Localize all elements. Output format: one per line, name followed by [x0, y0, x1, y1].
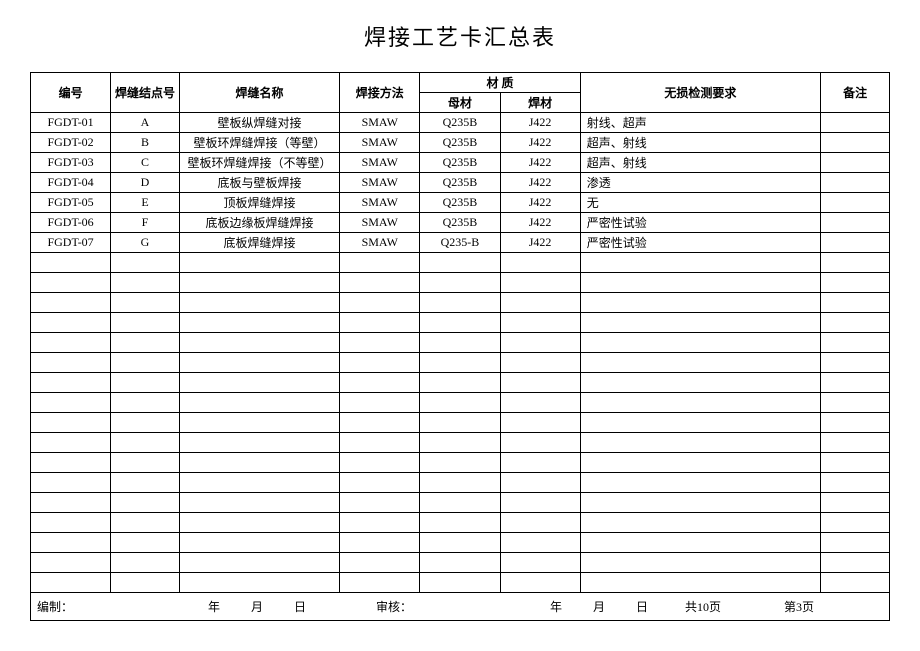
cell-base: Q235B [420, 113, 500, 133]
cell-method: SMAW [340, 153, 420, 173]
table-row [31, 433, 890, 453]
table-row [31, 353, 890, 373]
header-test: 无损检测要求 [580, 73, 821, 113]
table-row [31, 533, 890, 553]
table-row: FGDT-06 F 底板边缘板焊缝焊接 SMAW Q235B J422 严密性试… [31, 213, 890, 233]
cell-name: 壁板环焊缝焊接（不等壁） [179, 153, 339, 173]
cell-id: FGDT-01 [31, 113, 111, 133]
cell-name: 壁板纵焊缝对接 [179, 113, 339, 133]
cell-weld: J422 [500, 113, 580, 133]
table-row [31, 253, 890, 273]
header-material: 材 质 [420, 73, 580, 93]
cell-test: 无 [580, 193, 821, 213]
cell-name: 底板边缘板焊缝焊接 [179, 213, 339, 233]
summary-table: 编号 焊缝结点号 焊缝名称 焊接方法 材 质 无损检测要求 备注 母材 焊材 F… [30, 72, 890, 621]
cell-note [821, 213, 890, 233]
table-row: FGDT-01 A 壁板纵焊缝对接 SMAW Q235B J422 射线、超声 [31, 113, 890, 133]
header-weld: 焊材 [500, 93, 580, 113]
cell-base: Q235B [420, 153, 500, 173]
cell-id: FGDT-05 [31, 193, 111, 213]
cell-id: FGDT-07 [31, 233, 111, 253]
header-id: 编号 [31, 73, 111, 113]
cell-method: SMAW [340, 113, 420, 133]
cell-test: 超声、射线 [580, 133, 821, 153]
cell-method: SMAW [340, 133, 420, 153]
cell-node: B [111, 133, 180, 153]
cell-method: SMAW [340, 193, 420, 213]
cell-name: 顶板焊缝焊接 [179, 193, 339, 213]
cell-method: SMAW [340, 173, 420, 193]
header-node: 焊缝结点号 [111, 73, 180, 113]
table-row: FGDT-02 B 壁板环焊缝焊接（等壁） SMAW Q235B J422 超声… [31, 133, 890, 153]
cell-weld: J422 [500, 153, 580, 173]
cell-weld: J422 [500, 233, 580, 253]
table-row [31, 473, 890, 493]
table-row: FGDT-07 G 底板焊缝焊接 SMAW Q235-B J422 严密性试验 [31, 233, 890, 253]
cell-base: Q235B [420, 133, 500, 153]
table-row [31, 513, 890, 533]
cell-note [821, 173, 890, 193]
table-row [31, 273, 890, 293]
table-row: FGDT-05 E 顶板焊缝焊接 SMAW Q235B J422 无 [31, 193, 890, 213]
cell-base: Q235B [420, 193, 500, 213]
cell-test: 射线、超声 [580, 113, 821, 133]
cell-id: FGDT-06 [31, 213, 111, 233]
cell-test: 超声、射线 [580, 153, 821, 173]
footer-cell: 编制： 年 月 日 审核： 年 月 日 共10页 第3页 [31, 593, 890, 621]
cell-note [821, 233, 890, 253]
table-row [31, 553, 890, 573]
cell-name: 底板焊缝焊接 [179, 233, 339, 253]
table-row [31, 413, 890, 433]
cell-id: FGDT-02 [31, 133, 111, 153]
cell-node: G [111, 233, 180, 253]
cell-test: 严密性试验 [580, 233, 821, 253]
cell-base: Q235B [420, 173, 500, 193]
page-title: 焊接工艺卡汇总表 [30, 20, 890, 52]
cell-node: D [111, 173, 180, 193]
cell-id: FGDT-04 [31, 173, 111, 193]
table-row [31, 453, 890, 473]
header-row-1: 编号 焊缝结点号 焊缝名称 焊接方法 材 质 无损检测要求 备注 [31, 73, 890, 93]
cell-name: 底板与壁板焊接 [179, 173, 339, 193]
cell-test: 渗透 [580, 173, 821, 193]
table-row [31, 493, 890, 513]
footer-row: 编制： 年 月 日 审核： 年 月 日 共10页 第3页 [31, 593, 890, 621]
cell-method: SMAW [340, 233, 420, 253]
table-row: FGDT-04 D 底板与壁板焊接 SMAW Q235B J422 渗透 [31, 173, 890, 193]
table-row [31, 333, 890, 353]
table-row [31, 393, 890, 413]
cell-base: Q235-B [420, 233, 500, 253]
header-note: 备注 [821, 73, 890, 113]
cell-weld: J422 [500, 213, 580, 233]
cell-weld: J422 [500, 173, 580, 193]
cell-test: 严密性试验 [580, 213, 821, 233]
table-row: FGDT-03 C 壁板环焊缝焊接（不等壁） SMAW Q235B J422 超… [31, 153, 890, 173]
cell-weld: J422 [500, 193, 580, 213]
cell-node: A [111, 113, 180, 133]
cell-note [821, 193, 890, 213]
header-base: 母材 [420, 93, 500, 113]
cell-id: FGDT-03 [31, 153, 111, 173]
table-row [31, 293, 890, 313]
table-row [31, 373, 890, 393]
cell-name: 壁板环焊缝焊接（等壁） [179, 133, 339, 153]
cell-node: C [111, 153, 180, 173]
cell-weld: J422 [500, 133, 580, 153]
header-method: 焊接方法 [340, 73, 420, 113]
header-name: 焊缝名称 [179, 73, 339, 113]
table-row [31, 573, 890, 593]
cell-base: Q235B [420, 213, 500, 233]
cell-method: SMAW [340, 213, 420, 233]
cell-note [821, 153, 890, 173]
table-row [31, 313, 890, 333]
cell-node: F [111, 213, 180, 233]
cell-note [821, 113, 890, 133]
cell-note [821, 133, 890, 153]
cell-node: E [111, 193, 180, 213]
